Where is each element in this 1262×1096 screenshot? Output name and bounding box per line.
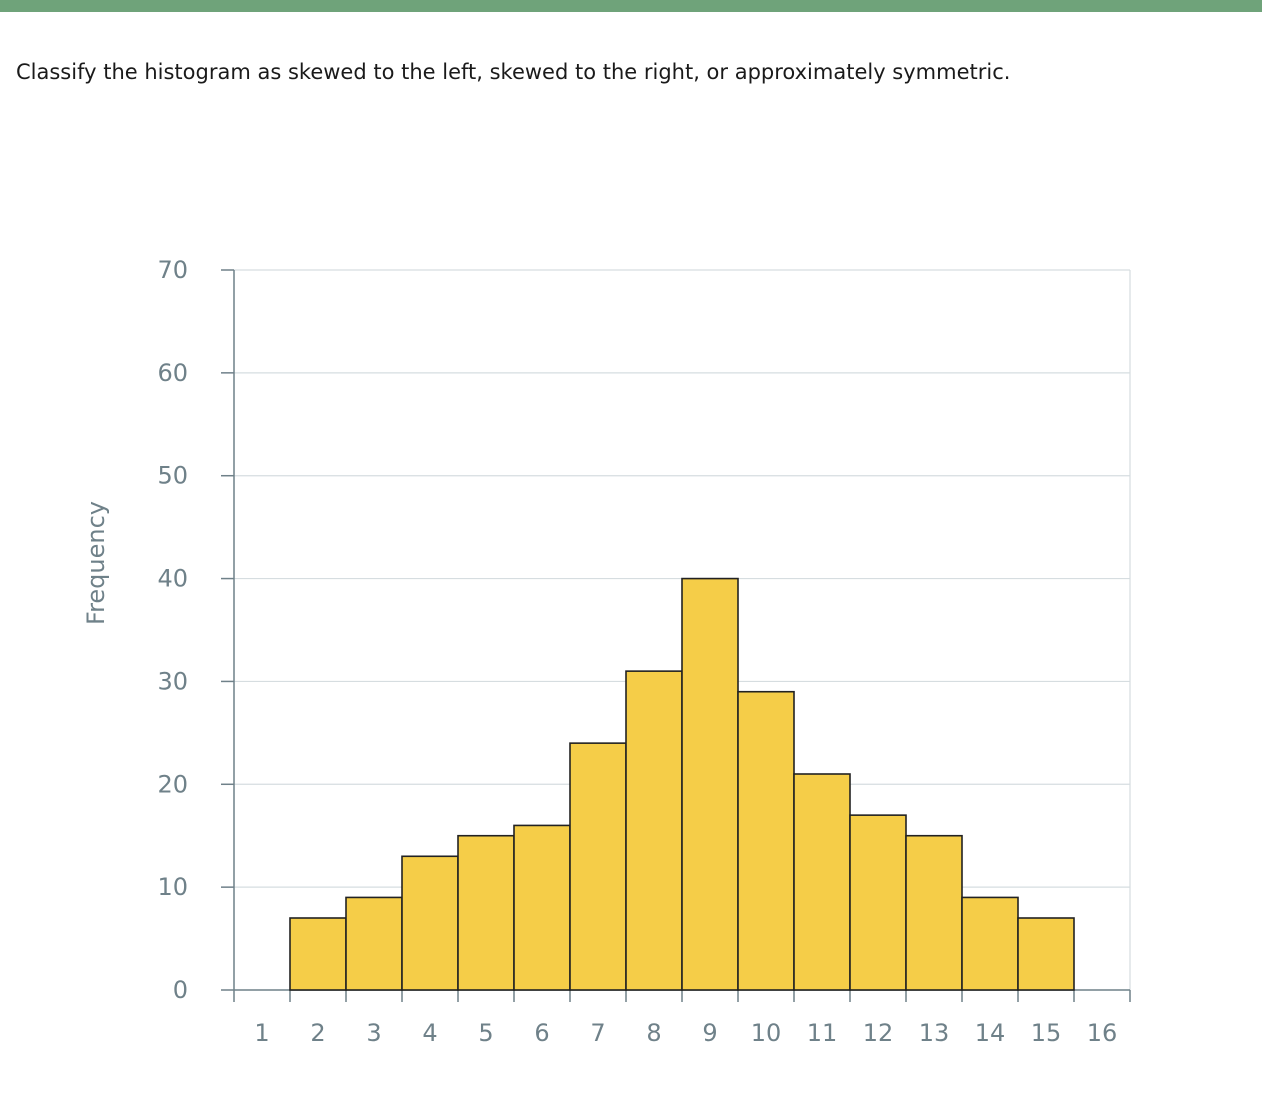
y-tick-label: 10 — [157, 873, 188, 901]
histogram-bar-14-15 — [961, 896, 1019, 991]
x-tick-label: 11 — [807, 1019, 838, 1047]
histogram-bar-5-6 — [457, 834, 515, 991]
y-tick-label: 0 — [173, 976, 188, 1004]
x-tick-label: 15 — [1031, 1019, 1062, 1047]
question-text: Classify the histogram as skewed to the … — [16, 60, 1011, 84]
x-tick-label: 4 — [422, 1019, 437, 1047]
x-tick-label: 12 — [863, 1019, 894, 1047]
x-tick-label: 2 — [310, 1019, 325, 1047]
histogram-bar-4-5 — [401, 855, 459, 991]
x-tick-label: 9 — [702, 1019, 717, 1047]
y-tick-label: 30 — [157, 667, 188, 695]
histogram-bar-6-7 — [513, 824, 571, 991]
histogram-bar-15-16 — [1017, 917, 1075, 991]
x-tick-label: 13 — [919, 1019, 950, 1047]
histogram-bar-11-12 — [793, 773, 851, 991]
histogram-bar-7-8 — [569, 742, 627, 991]
histogram-bar-9-10 — [681, 577, 739, 991]
x-tick-label: 14 — [975, 1019, 1006, 1047]
histogram-bar-10-11 — [737, 690, 795, 991]
y-tick-label: 20 — [157, 770, 188, 798]
histogram-bar-12-13 — [849, 814, 907, 991]
x-tick-label: 7 — [590, 1019, 605, 1047]
x-tick-label: 1 — [254, 1019, 269, 1047]
x-tick-label: 16 — [1087, 1019, 1118, 1047]
x-tick-label: 10 — [751, 1019, 782, 1047]
x-tick-label: 5 — [478, 1019, 493, 1047]
bars — [289, 577, 1075, 991]
y-tick-label: 40 — [157, 565, 188, 593]
histogram-bar-2-3 — [289, 917, 347, 991]
histogram-bar-8-9 — [625, 670, 683, 991]
x-tick-label: 8 — [646, 1019, 661, 1047]
y-tick-label: 60 — [157, 359, 188, 387]
y-tick-label: 70 — [157, 256, 188, 284]
y-tick-label: 50 — [157, 462, 188, 490]
top-header-bar — [0, 0, 1262, 12]
histogram-bar-13-14 — [905, 834, 963, 991]
y-axis-title: Frequency — [82, 501, 110, 625]
histogram-bar-3-4 — [345, 896, 403, 991]
x-tick-label: 6 — [534, 1019, 549, 1047]
x-tick-label: 3 — [366, 1019, 381, 1047]
